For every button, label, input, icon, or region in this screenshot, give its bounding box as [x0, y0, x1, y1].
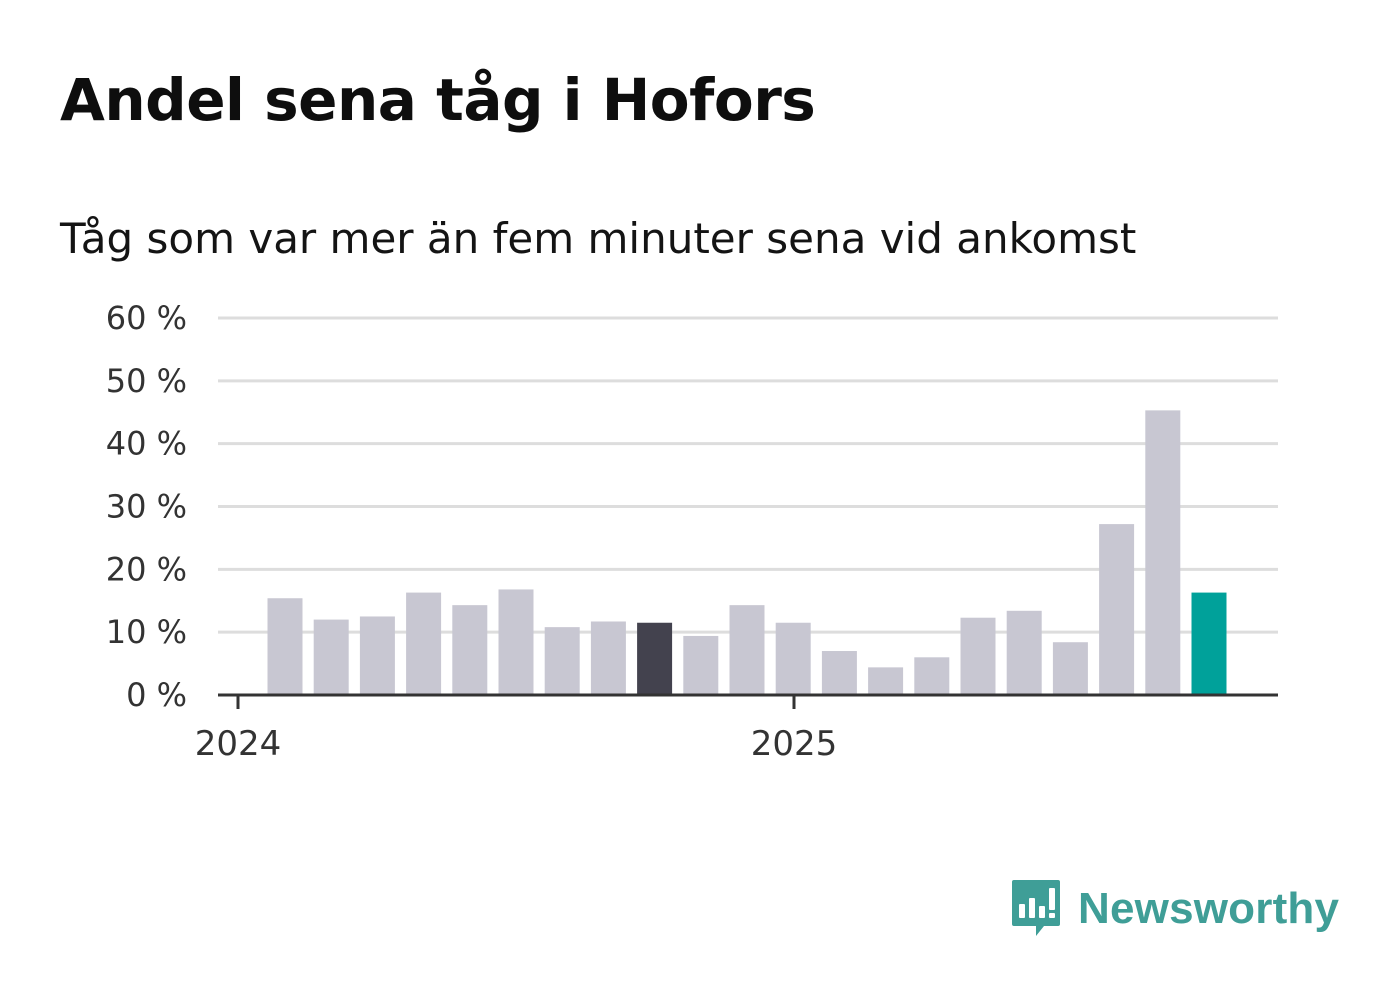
- bar: [267, 598, 303, 695]
- bar: [406, 592, 442, 695]
- bar: [868, 667, 904, 695]
- chart-title: Andel sena tåg i Hofors: [60, 66, 816, 134]
- y-tick-label: 20 %: [106, 550, 187, 588]
- bar: [1099, 524, 1135, 695]
- bar: [452, 605, 488, 695]
- bar: [775, 622, 811, 695]
- x-tick-label: 2025: [751, 724, 838, 764]
- bar: [590, 621, 626, 695]
- newsworthy-logo-icon: [1012, 880, 1060, 936]
- y-tick-label: 60 %: [106, 299, 187, 337]
- bar: [1145, 410, 1181, 695]
- bar-highlighted: [637, 622, 673, 695]
- newsworthy-logo: Newsworthy: [1010, 878, 1339, 940]
- x-tick-label: 2024: [195, 724, 282, 764]
- brand-name: Newsworthy: [1078, 884, 1340, 933]
- y-tick-label: 0 %: [126, 676, 187, 714]
- bars: [267, 410, 1227, 695]
- y-tick-label: 30 %: [106, 488, 187, 526]
- bar: [498, 589, 534, 695]
- bar: [683, 635, 719, 695]
- bar: [729, 605, 765, 695]
- bar: [821, 651, 857, 695]
- bar: [1006, 610, 1042, 695]
- y-tick-label: 40 %: [106, 425, 187, 463]
- bar-chart: 0 % 10 % 20 % 30 % 40 % 50 % 60 % 2024 2025: [106, 299, 1278, 764]
- bar: [1052, 642, 1088, 695]
- bar: [914, 657, 950, 695]
- bar: [960, 617, 996, 695]
- chart-subtitle: Tåg som var mer än fem minuter sena vid …: [60, 214, 1137, 263]
- y-axis-ticks: 0 % 10 % 20 % 30 % 40 % 50 % 60 %: [106, 299, 187, 714]
- bar-latest: [1191, 592, 1227, 695]
- y-tick-label: 10 %: [106, 613, 187, 651]
- bar: [313, 619, 349, 695]
- y-tick-label: 50 %: [106, 362, 187, 400]
- bar: [359, 616, 395, 695]
- x-axis-ticks: 2024 2025: [195, 695, 838, 764]
- bar: [544, 627, 580, 695]
